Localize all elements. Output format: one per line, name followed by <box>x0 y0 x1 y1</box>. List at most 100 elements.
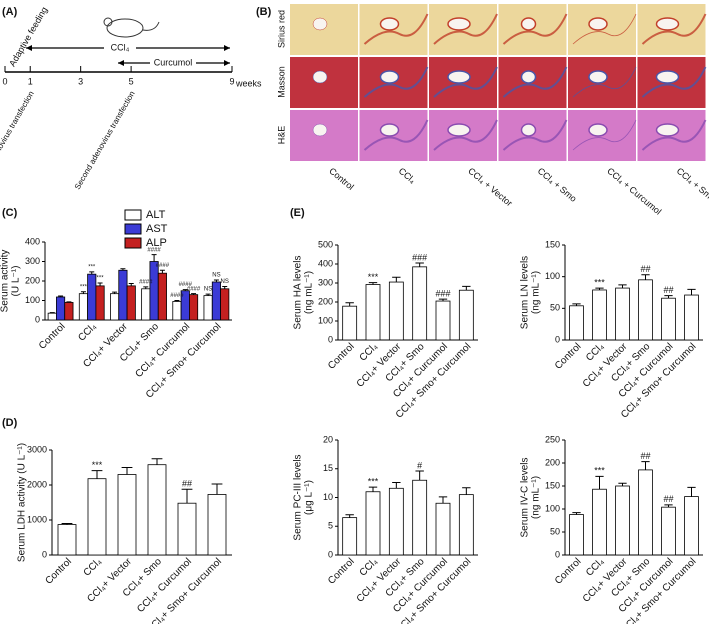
group-label: CCl₄ + Vector <box>466 166 514 209</box>
annotation: #### <box>156 263 170 269</box>
panel-label: (A) <box>2 6 18 18</box>
y-tick-label: 50 <box>550 526 560 536</box>
error-bar <box>462 487 471 495</box>
bar <box>172 301 182 321</box>
vessel <box>312 70 328 84</box>
histology-image <box>290 110 358 161</box>
y-tick-label: 400 <box>318 258 333 268</box>
error-bar <box>368 486 378 492</box>
annotation: NS <box>204 287 212 293</box>
bar <box>638 279 653 341</box>
error-bar <box>120 268 126 271</box>
error-bar <box>91 470 103 479</box>
y-tick-label: 250 <box>545 434 560 444</box>
y-tick-label: 200 <box>545 457 560 467</box>
x-tick-label: Control <box>43 556 74 587</box>
bar <box>684 294 699 341</box>
histology-image <box>290 57 358 108</box>
error-bar <box>415 262 424 267</box>
bar <box>435 502 451 556</box>
y-tick-label: 100 <box>545 503 560 513</box>
bar <box>177 502 197 556</box>
vessel <box>447 17 471 31</box>
error-bar <box>572 303 581 306</box>
annotation: ## <box>663 285 673 295</box>
annotation: #### <box>179 282 193 288</box>
bar <box>57 524 77 556</box>
group-label: CCl₄ <box>397 166 418 186</box>
bar <box>203 295 213 321</box>
annotation: *** <box>368 477 379 487</box>
bar <box>110 293 120 321</box>
fibrosis <box>502 13 568 45</box>
legend-label: ALP <box>146 237 167 249</box>
bar <box>141 288 151 321</box>
error-bar <box>211 483 223 495</box>
bar <box>661 506 676 556</box>
y-axis-label: (ng mL⁻¹) <box>531 271 542 314</box>
y-tick-label: 150 <box>545 239 560 249</box>
y-tick-label: 400 <box>25 236 40 246</box>
vessel <box>379 123 400 137</box>
error-bar <box>641 274 650 280</box>
fibrosis <box>502 119 568 151</box>
y-tick-label: 15 <box>323 463 333 473</box>
bar <box>118 269 128 321</box>
mouse-icon <box>103 17 160 38</box>
y-axis-label: Serum IV-C levels <box>520 457 531 537</box>
error-bar <box>182 289 188 291</box>
error-bar <box>174 300 180 302</box>
x-tick-label: CCl₄+ Curcumol <box>133 321 192 380</box>
annotation: *** <box>594 277 605 287</box>
error-bar <box>128 283 134 286</box>
error-bar <box>438 496 448 504</box>
y-tick-label: 0 <box>555 549 560 559</box>
bar <box>435 300 451 341</box>
annotation: ## <box>182 479 192 489</box>
annotation: ## <box>640 451 650 461</box>
bar <box>211 281 221 321</box>
error-bar <box>89 271 95 275</box>
timeline-tick-label: 3 <box>78 76 83 86</box>
bar <box>220 288 230 321</box>
vessel <box>379 70 400 84</box>
error-bar <box>151 458 163 465</box>
y-tick-label: 500 <box>318 239 333 249</box>
vessel <box>379 17 400 31</box>
event-label: Second adenovirus transfection <box>73 90 137 192</box>
error-bar <box>345 514 354 518</box>
x-tick-label: CCl₄+ Curcumol <box>135 556 194 615</box>
error-bar <box>58 295 64 297</box>
fibrosis <box>433 13 498 45</box>
group-label: Control <box>327 166 356 192</box>
error-bar <box>368 282 378 285</box>
bar <box>661 297 676 341</box>
error-bar <box>345 302 354 307</box>
fibrosis <box>502 66 568 98</box>
vessel <box>655 70 680 84</box>
annotation: NS <box>212 273 220 279</box>
error-bar <box>97 282 103 286</box>
bar <box>365 284 381 341</box>
x-tick-label: CCl₄ <box>82 556 104 578</box>
error-bar <box>121 467 133 475</box>
x-tick-label: Control <box>326 341 357 372</box>
vessel <box>655 17 680 31</box>
y-tick-label: 0 <box>35 314 40 324</box>
annotation: #### <box>147 247 161 253</box>
legend-label: AST <box>146 223 168 235</box>
vessel <box>312 17 328 31</box>
error-bar <box>664 295 673 299</box>
panel-label: (B) <box>256 6 272 18</box>
vessel <box>447 123 471 137</box>
bar <box>78 293 88 321</box>
stain-label: Sirius red <box>276 10 286 48</box>
error-bar <box>595 475 604 490</box>
bar <box>342 305 358 341</box>
fibrosis <box>363 66 429 98</box>
bar <box>342 517 358 556</box>
error-bar <box>159 269 165 274</box>
bar <box>412 266 428 341</box>
y-tick-label: 1000 <box>27 514 47 524</box>
timeline-tick-label: 9 <box>229 76 234 86</box>
